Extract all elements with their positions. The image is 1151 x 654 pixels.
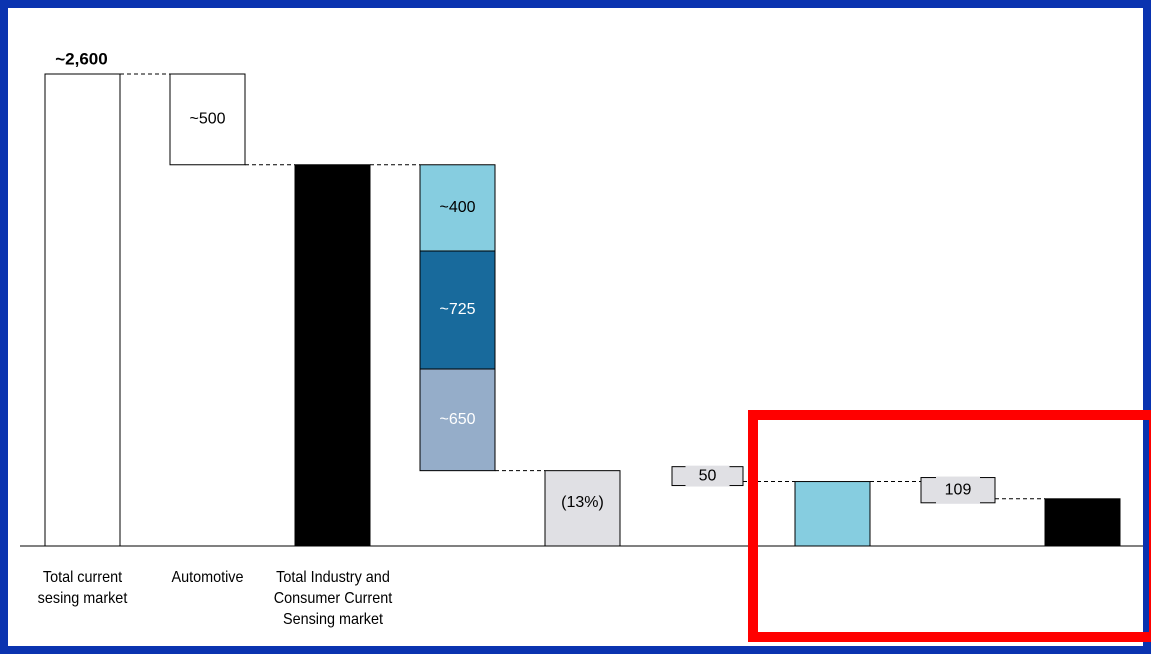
highlight-box: [748, 410, 1151, 642]
stack-segment-2: [419, 368, 496, 472]
stack-segment-label-2: ~650: [439, 411, 475, 428]
delta-label-7: 109: [945, 481, 972, 498]
stack-segment-1: [419, 250, 496, 370]
bar-total-label: ~2,600: [55, 49, 107, 68]
category-label-industry-consumer: Total Industry and Consumer Current Sens…: [273, 569, 393, 628]
bar-1: [169, 73, 246, 166]
delta-label-5: 50: [699, 467, 717, 484]
bar-value-label-1: ~500: [189, 111, 225, 128]
delta-label-bg-5: [685, 465, 730, 487]
bar-4: [544, 470, 621, 547]
category-label-automotive: Automotive: [171, 569, 244, 586]
stack-segment-label-1: ~725: [439, 301, 475, 318]
bar-6: [794, 481, 871, 547]
bar-2: [294, 164, 371, 547]
bar-8: [1044, 498, 1121, 547]
bar-0: [44, 73, 121, 547]
bar-value-label-4: (13%): [561, 494, 604, 511]
stack-segment-label-0: ~400: [439, 199, 475, 216]
category-label-total-current: Total current sesing market: [37, 569, 128, 607]
delta-label-bg-7: [936, 476, 980, 504]
stack-segment-0: [419, 164, 496, 252]
